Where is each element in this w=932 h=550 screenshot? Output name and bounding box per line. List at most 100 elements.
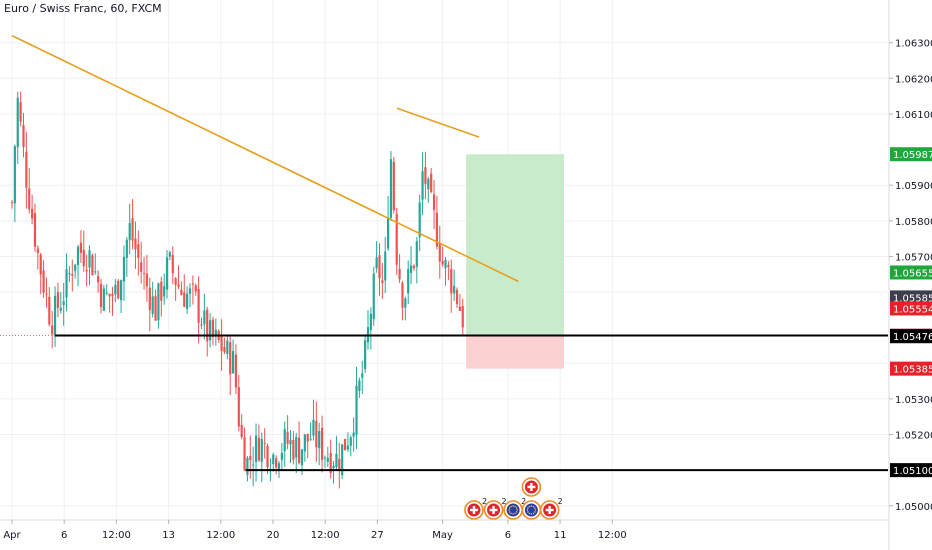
candle-body — [102, 288, 105, 311]
candle-body — [186, 293, 189, 310]
candle-body — [99, 283, 103, 308]
candle-body — [177, 284, 180, 287]
price-tick-label: 1.05200 — [895, 431, 932, 442]
chart-title: Euro / Swiss Franc, 60, FXCM — [4, 2, 162, 15]
candle-body — [16, 97, 19, 148]
event-icon-star — [516, 509, 518, 511]
candle-body — [389, 159, 393, 218]
event-icon-star — [526, 509, 529, 511]
candle-body — [453, 285, 456, 294]
price-label-text: 1.05655 — [893, 268, 932, 279]
candle-body — [398, 268, 401, 280]
candle-body — [151, 296, 154, 314]
candle-body — [108, 293, 111, 297]
candle-body — [243, 437, 246, 471]
candle-body — [461, 306, 464, 328]
time-tick-label: 12:00 — [311, 530, 340, 541]
candle-body — [117, 280, 120, 299]
candle-body — [444, 259, 447, 269]
candle-body — [355, 385, 358, 435]
time-tick-label: 12:00 — [206, 530, 235, 541]
price-tick-label: 1.05900 — [895, 181, 932, 192]
candle-body — [277, 463, 281, 470]
candle-body — [19, 102, 22, 122]
candle-body — [395, 213, 398, 265]
event-count-label: 2 — [502, 497, 507, 506]
event-icon-star — [532, 505, 535, 508]
candle-body — [435, 212, 439, 247]
candle-body — [318, 431, 321, 449]
candle-body — [286, 431, 289, 444]
event-icon-star — [510, 512, 512, 515]
candle-body — [275, 458, 278, 468]
candle-body — [82, 249, 85, 267]
time-tick-label: 11 — [554, 530, 567, 541]
candle-body — [409, 265, 413, 273]
candle-body — [249, 456, 252, 460]
price-label-bg — [890, 361, 932, 376]
event-icon-star — [508, 511, 511, 513]
event-icon-star — [527, 507, 529, 509]
candle-body — [309, 438, 312, 440]
candle-body — [404, 298, 407, 308]
price-tick-label: 1.06100 — [895, 110, 932, 121]
price-tick-label: 1.05300 — [895, 395, 932, 406]
candle-body — [163, 286, 166, 297]
event-icon-star — [515, 511, 518, 513]
candle-body — [280, 452, 283, 460]
candle-body — [338, 458, 341, 470]
event-icon-flag — [506, 503, 520, 517]
candle-body — [364, 340, 367, 370]
candle-body — [237, 387, 240, 427]
candle-body — [74, 264, 77, 271]
price-label-text: 1.05585 — [893, 293, 932, 304]
candle-body — [134, 238, 137, 250]
candle-body — [56, 292, 60, 308]
candle-body — [272, 454, 275, 465]
event-count-label: 2 — [482, 497, 487, 506]
candle-body — [140, 262, 143, 272]
candle-body — [323, 457, 327, 459]
candle-body — [384, 251, 387, 281]
price-label-text: 1.05987 — [893, 150, 932, 161]
price-label-bg — [890, 147, 932, 162]
price-label: 1.05100 — [890, 463, 932, 478]
candle-body — [10, 202, 14, 204]
candle-body — [289, 439, 292, 445]
event-icon-star — [532, 512, 535, 515]
candle-body — [252, 464, 255, 466]
candle-body — [22, 125, 25, 148]
price-label: 1.05655 — [890, 265, 932, 280]
candle-body — [71, 274, 74, 276]
time-tick-label: 27 — [371, 530, 384, 541]
candle-body — [128, 223, 131, 240]
event-icon-star — [534, 511, 536, 513]
candle-body — [36, 248, 39, 253]
candle-body — [298, 437, 301, 463]
price-label-text: 1.05554 — [893, 304, 932, 315]
price-tick-label: 1.05700 — [895, 252, 932, 263]
time-tick-label: Apr — [3, 530, 21, 541]
candle-body — [226, 340, 229, 354]
candle-body — [424, 167, 427, 184]
candle-body — [148, 287, 151, 311]
candle-body — [412, 265, 416, 269]
swiss-flag-event-icon: 2 — [539, 497, 563, 520]
candle-body — [427, 178, 430, 190]
candle-body — [13, 146, 16, 204]
event-icon-star — [508, 507, 511, 509]
price-label-bg — [890, 463, 932, 478]
candle-body — [231, 351, 235, 374]
price-label: 1.05385 — [890, 361, 932, 376]
candle-body — [200, 324, 203, 326]
candle-body — [214, 329, 217, 335]
eu-flag-event-icon: 2 — [503, 497, 526, 520]
candle-body — [68, 273, 71, 275]
candle-body — [97, 276, 100, 283]
candle-body — [266, 446, 269, 468]
candle-body — [160, 281, 163, 301]
price-tick-label: 1.06300 — [895, 39, 932, 50]
candle-body — [438, 242, 441, 262]
